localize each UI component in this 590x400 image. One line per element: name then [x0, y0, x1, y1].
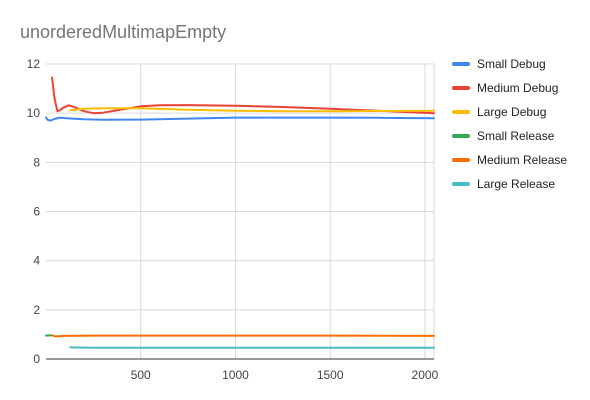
x-axis-ticks: 500 1000 1500 2000: [131, 368, 439, 382]
legend-label-large-debug: Large Debug: [477, 105, 546, 119]
legend-label-small-release: Small Release: [477, 129, 555, 143]
series-line-large-debug: [69, 107, 435, 113]
series-lines: [45, 76, 435, 349]
legend-label-medium-debug: Medium Debug: [477, 81, 558, 95]
series-line-medium-release: [51, 334, 435, 338]
y-tick-label: 6: [33, 205, 40, 219]
legend-label-large-release: Large Release: [477, 177, 555, 191]
x-tick-label: 1500: [317, 368, 344, 382]
y-tick-label: 10: [27, 106, 41, 120]
legend-label-small-debug: Small Debug: [477, 57, 546, 71]
y-tick-label: 0: [33, 352, 40, 366]
series-line-small-debug: [45, 116, 435, 122]
y-tick-label: 2: [33, 303, 40, 317]
y-tick-label: 12: [27, 57, 41, 71]
y-tick-label: 8: [33, 155, 40, 169]
y-tick-label: 4: [33, 254, 40, 268]
chart-title: unorderedMultimapEmpty: [20, 22, 226, 42]
x-tick-label: 500: [131, 368, 151, 382]
legend-label-medium-release: Medium Release: [477, 153, 567, 167]
x-tick-label: 1000: [222, 368, 249, 382]
x-tick-label: 2000: [412, 368, 439, 382]
legend: Small Debug Medium Debug Large Debug Small …: [452, 57, 567, 191]
series-line-medium-debug: [51, 76, 435, 115]
y-axis-ticks: 0 2 4 6 8 10 12: [27, 57, 41, 366]
